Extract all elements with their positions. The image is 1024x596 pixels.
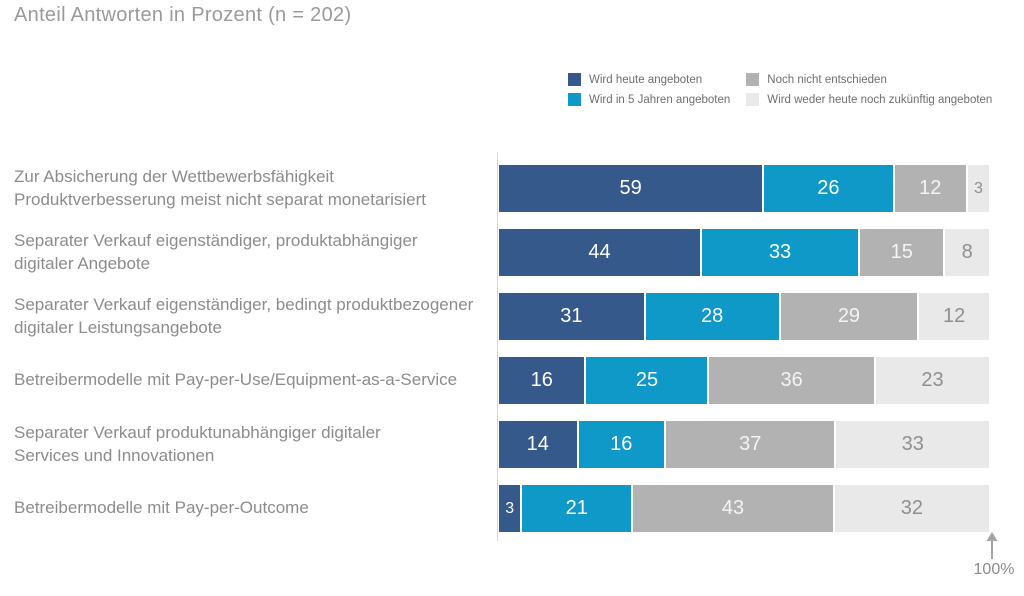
- segment-value: 43: [721, 497, 745, 519]
- legend-item: Wird in 5 Jahren angeboten: [568, 93, 730, 106]
- bar-segment: 15: [860, 229, 944, 276]
- segment-value: 16: [610, 433, 633, 455]
- segment-value: 12: [943, 305, 966, 327]
- segment-value: 59: [619, 177, 642, 199]
- bar-segment: 8: [945, 229, 989, 276]
- axis-line: [497, 152, 498, 541]
- category-label: Separater Verkauf produktunabhängiger di…: [14, 422, 381, 465]
- segment-value: 3: [505, 499, 515, 517]
- segment-value: 23: [921, 369, 944, 391]
- chart-row: Separater Verkauf eigenständiger, beding…: [0, 293, 989, 340]
- segment-value: 28: [701, 305, 724, 327]
- bar-segment: 21: [522, 485, 632, 532]
- category-label: Betreibermodelle mit Pay-per-Use/Equipme…: [14, 370, 458, 390]
- segment-value: 44: [588, 241, 611, 263]
- stacked-bar: 59 26 12 3: [499, 165, 989, 212]
- segment-value: 16: [530, 369, 553, 391]
- segment-value: 33: [901, 433, 924, 455]
- bar-segment: 36: [709, 357, 874, 404]
- legend-label: Wird in 5 Jahren angeboten: [589, 93, 731, 106]
- bar-segment: 33: [836, 421, 989, 468]
- stacked-bar: 31 28 29 12: [499, 293, 989, 340]
- chart-row: Betreibermodelle mit Pay-per-Outcome 3 21 4…: [0, 485, 989, 532]
- bar-segment: 16: [578, 421, 664, 468]
- stacked-bar: 16 25 36 23: [499, 357, 989, 404]
- segment-value: 26: [817, 177, 840, 199]
- category-label: Zur Absicherung der Wettbewerbsfähigkeit…: [14, 166, 426, 209]
- bar-segment: 33: [701, 229, 859, 276]
- stacked-bar: 44 33 15 8: [499, 229, 989, 276]
- segment-value: 3: [973, 179, 983, 197]
- bar-segment: 59: [499, 165, 763, 212]
- legend-label: Wird heute angeboten: [589, 73, 703, 86]
- segment-value: 12: [919, 177, 942, 199]
- legend-item: Wird weder heute noch zukünftig angebote…: [746, 93, 992, 106]
- segment-value: 29: [837, 305, 861, 327]
- bar-segment: 16: [499, 357, 585, 404]
- chart-row: Betreibermodelle mit Pay-per-Use/Equipme…: [0, 357, 989, 404]
- bar-segment: 31: [499, 293, 644, 340]
- bar-segment: 29: [780, 293, 918, 340]
- bar-segment: 12: [894, 165, 966, 212]
- legend: Wird heute angeboten Wird in 5 Jahren ang…: [568, 73, 992, 106]
- stacked-bar: 14 16 37 33: [499, 421, 989, 468]
- bar-segment: 44: [499, 229, 700, 276]
- segment-value: 21: [565, 497, 588, 519]
- segment-value: 32: [900, 497, 923, 519]
- bar-segment: 12: [919, 293, 989, 340]
- bar-segment: 3: [499, 485, 521, 532]
- segment-value: 36: [780, 369, 803, 391]
- legend-label: Noch nicht entschieden: [767, 73, 887, 86]
- bar-segment: 43: [633, 485, 833, 532]
- segment-value: 31: [560, 305, 583, 327]
- category-label: Separater Verkauf eigenständiger, produk…: [14, 230, 418, 273]
- segment-value: 25: [635, 369, 659, 391]
- bar-segment: 32: [834, 485, 989, 532]
- bar-segment: 25: [586, 357, 708, 404]
- legend-label: Wird weder heute noch zukünftig angebote…: [767, 93, 993, 106]
- category-label: Separater Verkauf eigenständiger, beding…: [14, 294, 474, 337]
- category-label: Betreibermodelle mit Pay-per-Outcome: [14, 498, 309, 518]
- segment-value: 14: [526, 433, 549, 455]
- segment-value: 33: [768, 241, 792, 263]
- bar-segment: 14: [499, 421, 577, 468]
- chart-row: Separater Verkauf produktunabhängiger di…: [0, 421, 989, 468]
- chart-rows: Zur Absicherung der Wettbewerbsfähigkeit…: [0, 165, 989, 532]
- bar-segment: 26: [764, 165, 893, 212]
- segment-value: 8: [961, 241, 973, 263]
- legend-item: Noch nicht entschieden: [746, 73, 992, 86]
- bar-segment: 3: [967, 165, 989, 212]
- bar-segment: 28: [645, 293, 779, 340]
- bar-segment: 37: [666, 421, 835, 468]
- chart-row: Separater Verkauf eigenständiger, produk…: [0, 229, 989, 276]
- axis-max-arrow-icon: [985, 532, 999, 565]
- axis-max-label: 100%: [973, 561, 1015, 578]
- legend-swatch-icon: [746, 73, 760, 86]
- stacked-bar: 3 21 43 32: [499, 485, 989, 532]
- page-title: Anteil Antworten in Prozent (n = 202): [14, 4, 352, 26]
- legend-swatch-icon: [568, 73, 581, 86]
- legend-swatch-icon: [568, 93, 581, 106]
- chart-row: Zur Absicherung der Wettbewerbsfähigkeit…: [0, 165, 989, 212]
- legend-swatch-icon: [746, 93, 760, 106]
- legend-item: Wird heute angeboten: [568, 73, 730, 86]
- segment-value: 37: [739, 433, 762, 455]
- bar-segment: 23: [875, 357, 989, 404]
- segment-value: 15: [890, 241, 913, 263]
